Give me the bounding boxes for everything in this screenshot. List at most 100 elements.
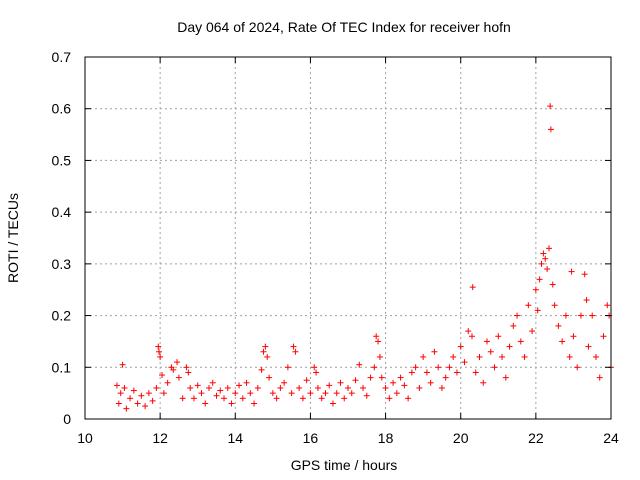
- data-point: [198, 390, 205, 397]
- grid-lines: [85, 57, 611, 419]
- data-point: [393, 390, 400, 397]
- data-point: [277, 384, 284, 391]
- data-point: [266, 374, 273, 381]
- data-point: [202, 400, 209, 407]
- data-point: [145, 390, 152, 397]
- data-point: [329, 400, 336, 407]
- y-tick-label: 0.7: [52, 49, 72, 65]
- data-point: [281, 379, 288, 386]
- data-point: [190, 395, 197, 402]
- data-point: [577, 312, 584, 319]
- data-point: [570, 333, 577, 340]
- data-point: [376, 353, 383, 360]
- data-point: [412, 364, 419, 371]
- data-point: [123, 405, 130, 412]
- data-points: [113, 103, 614, 412]
- data-point: [205, 384, 212, 391]
- data-point: [326, 382, 333, 389]
- data-point: [559, 338, 566, 345]
- x-tick-label: 20: [453, 430, 469, 446]
- data-point: [228, 400, 235, 407]
- data-point: [457, 343, 464, 350]
- data-point: [547, 126, 554, 133]
- data-point: [170, 366, 177, 373]
- data-point: [566, 353, 573, 360]
- data-point: [534, 307, 541, 314]
- data-point: [119, 361, 126, 368]
- data-point: [314, 384, 321, 391]
- data-point: [495, 333, 502, 340]
- data-point: [273, 395, 280, 402]
- data-point: [438, 384, 445, 391]
- data-point: [159, 372, 166, 379]
- x-tick-label: 14: [227, 430, 243, 446]
- data-point: [476, 353, 483, 360]
- data-point: [371, 364, 378, 371]
- data-point: [442, 374, 449, 381]
- data-point: [568, 268, 575, 275]
- data-point: [134, 400, 141, 407]
- data-point: [544, 266, 551, 273]
- data-point: [313, 369, 320, 376]
- data-point: [236, 382, 243, 389]
- x-tick-labels: 10 12 14 16 18 20 22 24: [77, 430, 619, 446]
- data-point: [209, 379, 216, 386]
- data-point: [581, 271, 588, 278]
- data-point: [517, 338, 524, 345]
- data-point: [113, 382, 120, 389]
- data-point: [127, 395, 134, 402]
- data-point: [420, 353, 427, 360]
- data-point: [160, 390, 167, 397]
- data-point: [562, 312, 569, 319]
- data-point: [284, 364, 291, 371]
- y-tick-label: 0.2: [52, 308, 72, 324]
- data-point: [480, 379, 487, 386]
- data-point: [296, 384, 303, 391]
- data-point: [360, 384, 367, 391]
- data-point: [583, 297, 590, 304]
- x-tick-label: 22: [528, 430, 544, 446]
- data-point: [269, 390, 276, 397]
- data-point: [345, 384, 351, 391]
- data-point: [322, 390, 329, 397]
- data-point: [536, 276, 543, 283]
- data-point: [251, 400, 258, 407]
- data-point: [260, 348, 267, 355]
- y-tick-label: 0.1: [52, 359, 72, 375]
- data-point: [318, 395, 325, 402]
- data-point: [538, 260, 545, 267]
- y-tick-label: 0.3: [52, 256, 72, 272]
- x-tick-label: 24: [603, 430, 619, 446]
- data-point: [164, 379, 171, 386]
- data-point: [408, 369, 415, 376]
- data-point: [299, 395, 306, 402]
- axis-ticks: [84, 56, 612, 420]
- data-point: [574, 364, 581, 371]
- data-point: [506, 343, 513, 350]
- data-point: [348, 390, 355, 397]
- data-point: [352, 377, 359, 384]
- data-point: [149, 397, 156, 404]
- data-point: [499, 353, 506, 360]
- data-point: [130, 387, 137, 394]
- data-point: [115, 400, 122, 407]
- data-point: [405, 395, 412, 402]
- data-point: [157, 353, 164, 360]
- data-point: [264, 353, 271, 360]
- data-point: [179, 395, 186, 402]
- data-point: [224, 384, 231, 391]
- data-point: [185, 369, 192, 376]
- data-point: [155, 343, 162, 350]
- x-tick-label: 12: [152, 430, 168, 446]
- data-point: [290, 343, 297, 350]
- data-point: [529, 328, 536, 335]
- x-tick-label: 18: [378, 430, 394, 446]
- data-point: [341, 395, 348, 402]
- data-point: [427, 379, 434, 386]
- x-tick-label: 10: [77, 430, 93, 446]
- data-point: [397, 374, 404, 381]
- data-point: [431, 348, 438, 355]
- y-tick-label: 0.5: [52, 152, 72, 168]
- data-point: [337, 379, 344, 386]
- data-point: [375, 338, 382, 345]
